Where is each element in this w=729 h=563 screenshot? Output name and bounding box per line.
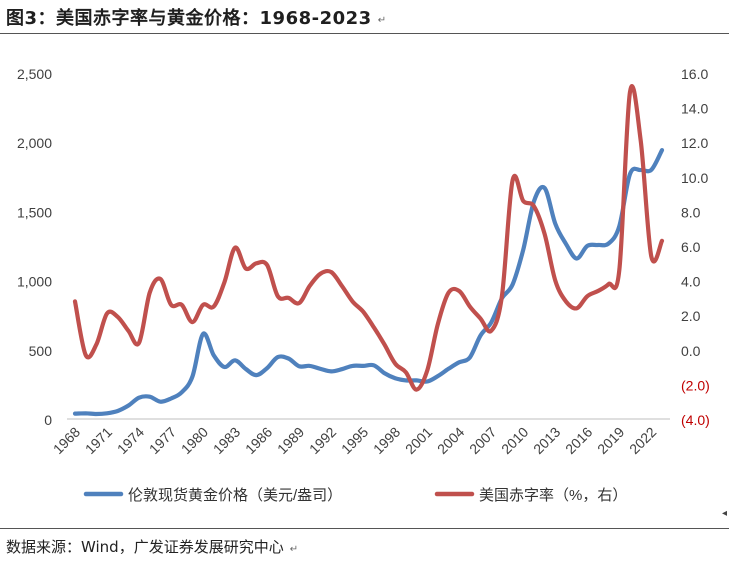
y-left-tick-label: 2,000 [17, 135, 52, 151]
x-tick-label: 1992 [306, 424, 339, 457]
y-left-tick-label: 2,500 [17, 66, 52, 82]
top-divider [0, 33, 729, 34]
y-right-tick-label: 6.0 [681, 239, 701, 255]
y-right-tick-label: 14.0 [681, 101, 708, 117]
source-return-mark-icon: ↵ [289, 544, 299, 555]
title-return-mark-icon: ↵ [377, 14, 387, 26]
x-tick-label: 2004 [434, 424, 467, 457]
x-tick-label: 2022 [626, 424, 659, 457]
figure-title-bar: 图3：美国赤字率与黄金价格：1968-2023 ↵ [6, 4, 386, 30]
x-tick-label: 1995 [338, 424, 371, 457]
y-left-tick-label: 500 [29, 343, 53, 359]
x-tick-label: 1986 [242, 424, 275, 457]
x-tick-label: 2010 [498, 424, 531, 457]
x-tick-label: 1968 [50, 424, 83, 457]
source-note: 数据来源：Wind，广发证券发展研究中心 [6, 538, 284, 556]
x-tick-label: 2007 [466, 424, 499, 457]
x-tick-label: 2001 [402, 424, 435, 457]
figure-title: 图3：美国赤字率与黄金价格：1968-2023 [6, 8, 372, 29]
y-right-tick-label: 2.0 [681, 308, 701, 324]
y-right-tick-label: 10.0 [681, 170, 708, 186]
x-tick-label: 1977 [146, 424, 179, 457]
gold-price-line-group [72, 148, 665, 417]
x-tick-label: 1980 [178, 424, 211, 457]
y-left-tick-label: 0 [44, 412, 52, 428]
y-right-tick-label: 0.0 [681, 343, 701, 359]
gold-price-line [72, 148, 665, 417]
gold-vs-deficit-chart: 0 500 1,000 1,500 2,000 2,500 16.0 14.0 12.0 10.0… [17, 66, 710, 504]
x-tick-label: 1971 [82, 424, 115, 457]
x-tick-label: 1989 [274, 424, 307, 457]
axes-layer: 0 500 1,000 1,500 2,000 2,500 16.0 14.0 12.0 10.0… [17, 66, 710, 457]
y-right-tick-label: 16.0 [681, 66, 708, 82]
series-layer [72, 84, 665, 417]
deficit-rate-line [72, 84, 665, 392]
side-arrow-icon: ◂ [721, 508, 727, 519]
legend: 伦敦现货黄金价格（美元/盎司） 美国赤字率（%，右） [83, 487, 627, 504]
y-right-tick-label: (4.0) [681, 412, 710, 428]
y-left-tick-label: 1,500 [17, 204, 52, 220]
y-right-tick-label: (2.0) [681, 377, 710, 393]
y-left-tick-label: 1,000 [17, 274, 52, 290]
legend-label-deficit: 美国赤字率（%，右） [479, 487, 627, 504]
x-tick-label: 1974 [114, 424, 147, 457]
y-right-tick-label: 4.0 [681, 274, 701, 290]
x-tick-label: 1983 [210, 424, 243, 457]
legend-label-gold: 伦敦现货黄金价格（美元/盎司） [128, 487, 342, 504]
deficit-rate-line-group [72, 84, 665, 392]
x-tick-label: 2016 [562, 424, 595, 457]
bottom-divider [0, 528, 729, 529]
x-tick-label: 2013 [530, 424, 563, 457]
x-tick-label: 2019 [594, 424, 627, 457]
y-right-tick-label: 12.0 [681, 135, 708, 151]
source-bar: 数据来源：Wind，广发证券发展研究中心 ↵ [6, 536, 298, 557]
x-tick-label: 1998 [370, 424, 403, 457]
y-right-tick-label: 8.0 [681, 204, 701, 220]
